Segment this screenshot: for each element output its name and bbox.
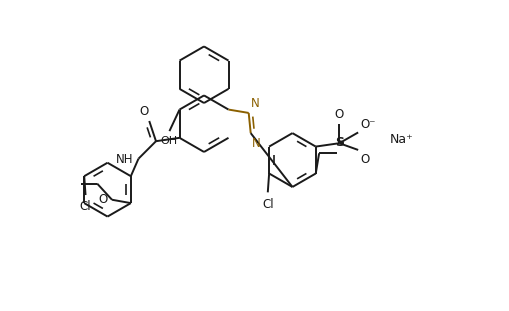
Text: O: O bbox=[99, 193, 108, 206]
Text: O: O bbox=[360, 153, 370, 166]
Text: O: O bbox=[335, 108, 344, 121]
Text: Na⁺: Na⁺ bbox=[390, 133, 413, 146]
Text: S: S bbox=[335, 136, 345, 149]
Text: O: O bbox=[139, 105, 149, 118]
Text: N: N bbox=[252, 137, 261, 150]
Text: NH: NH bbox=[116, 153, 133, 166]
Text: O⁻: O⁻ bbox=[360, 118, 376, 131]
Text: Cl: Cl bbox=[80, 200, 91, 213]
Text: OH: OH bbox=[160, 137, 177, 146]
Text: N: N bbox=[251, 97, 260, 110]
Text: Cl: Cl bbox=[262, 198, 274, 211]
